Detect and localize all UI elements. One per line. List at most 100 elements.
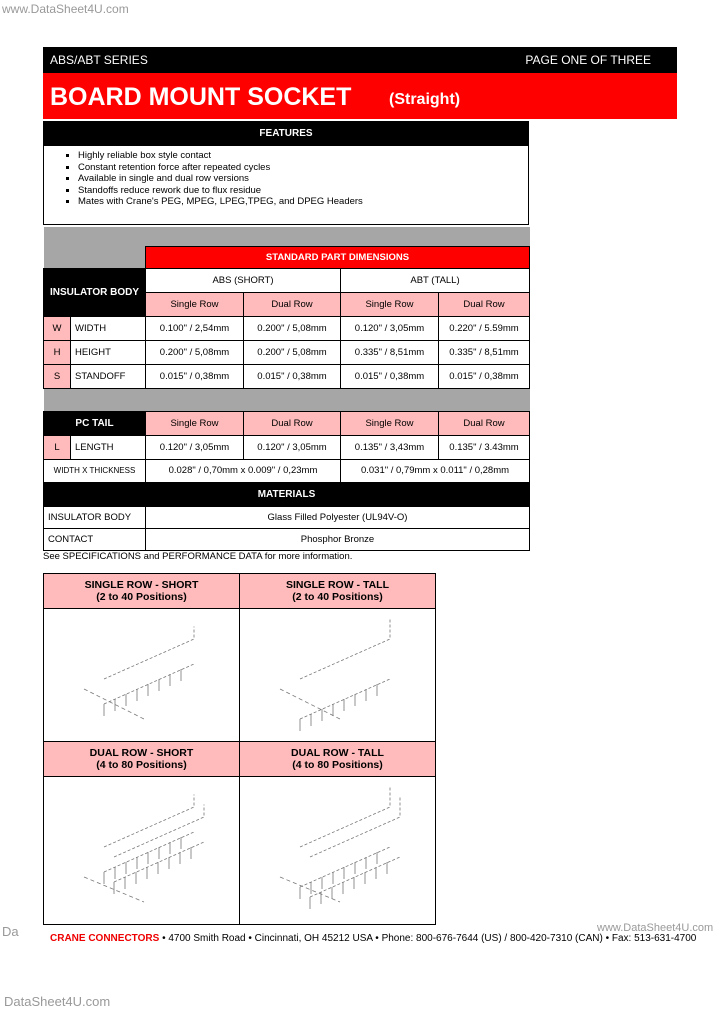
series-bar: ABS/ABT SERIES PAGE ONE OF THREE [43,47,677,73]
variant-positions: (2 to 40 Positions) [292,591,383,603]
cell: 0.100" / 2,54mm [145,315,244,341]
watermark: Da [2,924,19,939]
variant-image [43,608,240,742]
row [43,608,436,742]
cell: 0.015" / 0,38mm [145,363,244,389]
cell: 0.120" / 3,05mm [243,434,341,460]
watermark: www.DataSheet4U.com [2,2,129,16]
spacer [43,246,146,268]
pc-tail-header: PC TAIL [43,410,146,436]
row: W WIDTH 0.100" / 2,54mm 0.200" / 5,08mm 0.12… [43,315,530,341]
drawing [279,619,391,731]
variant-title: SINGLE ROW - TALL [285,579,390,591]
page-number: PAGE ONE OF THREE [525,53,651,67]
group-header: ABS (SHORT) [145,267,341,293]
code: H [43,339,71,365]
insulator-body-header: INSULATOR BODY [43,267,146,317]
cell: 0.200" / 5,08mm [243,339,341,365]
label: STANDOFF [70,363,146,389]
features-box: FEATURES Highly reliable box style conta… [43,121,529,225]
cell: Glass Filled Polyester (UL94V-O) [145,505,530,529]
column-header: Single Row [145,410,244,436]
variant-positions: (2 to 40 Positions) [96,591,187,603]
column-header: Single Row [145,291,244,317]
feature: Standoffs reduce rework due to flux resi… [78,185,528,197]
materials-title: MATERIALS [43,481,530,507]
cell: 0.200" / 5,08mm [145,339,244,365]
watermark: www.DataSheet4U.com [597,922,714,934]
variant-title: SINGLE ROW - SHORT [84,579,199,591]
column-header: Dual Row [438,410,530,436]
drawing [279,787,401,909]
column-header: Dual Row [438,291,530,317]
variant-header: SINGLE ROW - TALL (2 to 40 Positions) [239,573,436,609]
dimensions-table: STANDARD PART DIMENSIONS INSULATOR BODY A… [43,227,530,551]
variant-header: DUAL ROW - TALL (4 to 80 Positions) [239,741,436,777]
row: INSULATOR BODY Glass Filled Polyester (UL… [43,505,530,529]
row: H HEIGHT 0.200" / 5,08mm 0.200" / 5,08mm 0.3… [43,339,530,365]
feature-list: Highly reliable box style contactConstan… [44,150,528,208]
column-header: Single Row [340,291,439,317]
company: CRANE CONNECTORS [50,933,160,944]
row [43,776,436,925]
cell: 0.135" / 3,43mm [340,434,439,460]
variant-title: DUAL ROW - SHORT [89,747,194,759]
features-title: FEATURES [44,122,528,146]
spacer [43,388,530,411]
variant-image [239,608,436,742]
variant-title: DUAL ROW - TALL [291,747,384,759]
label: INSULATOR BODY [43,505,146,529]
code: S [43,363,71,389]
cell: 0.135" / 3.43mm [438,434,530,460]
variant-positions: (4 to 80 Positions) [96,759,187,771]
column-header: Single Row [340,410,439,436]
row: L LENGTH 0.120" / 3,05mm 0.120" / 3,05mm 0.1… [43,434,530,460]
variant-image [43,776,240,925]
address: • 4700 Smith Road • Cincinnati, OH 45212… [162,933,697,944]
label: CONTACT [43,527,146,551]
variants-grid: SINGLE ROW - SHORT (2 to 40 Positions) SIN… [43,573,436,925]
series: ABS/ABT SERIES [50,53,148,67]
column-header: Dual Row [243,410,341,436]
variant-header: DUAL ROW - SHORT (4 to 80 Positions) [43,741,240,777]
row: S STANDOFF 0.015" / 0,38mm 0.015" / 0,38mm 0… [43,363,530,389]
cell: 0.335" / 8,51mm [340,339,439,365]
cell: 0.015" / 0,38mm [243,363,341,389]
variant-positions: (4 to 80 Positions) [292,759,383,771]
variant-header: SINGLE ROW - SHORT (2 to 40 Positions) [43,573,240,609]
title: BOARD MOUNT SOCKET [50,83,352,111]
group-header: ABT (TALL) [340,267,530,293]
row: SINGLE ROW - SHORT (2 to 40 Positions) SIN… [43,573,436,609]
feature: Available in single and dual row version… [78,173,528,185]
cell: 0.031" / 0,79mm x 0.011" / 0,28mm [340,458,530,483]
cell: 0.200" / 5,08mm [243,315,341,341]
drawing [83,626,195,720]
cell: 0.335" / 8,51mm [438,339,530,365]
row: DUAL ROW - SHORT (4 to 80 Positions) DUAL … [43,741,436,777]
cell: Phosphor Bronze [145,527,530,551]
feature: Highly reliable box style contact [78,150,528,162]
title-bar: BOARD MOUNT SOCKET (Straight) [43,73,677,119]
width-thickness-label: WIDTH X THICKNESS [43,458,146,483]
code: L [43,434,71,460]
feature: Mates with Crane's PEG, MPEG, LPEG,TPEG,… [78,196,528,208]
feature: Constant retention force after repeated … [78,162,528,174]
note: See SPECIFICATIONS and PERFORMANCE DATA … [43,551,353,562]
cell: 0.120" / 3,05mm [145,434,244,460]
watermark: DataSheet4U.com [4,994,111,1009]
label: WIDTH [70,315,146,341]
row: CONTACT Phosphor Bronze [43,527,530,551]
cell: 0.220" / 5.59mm [438,315,530,341]
code: W [43,315,71,341]
subtitle: (Straight) [389,91,461,108]
spacer [43,227,530,246]
cell: 0.015" / 0,38mm [340,363,439,389]
cell: 0.028" / 0,70mm x 0.009" / 0,23mm [145,458,341,483]
label: HEIGHT [70,339,146,365]
cell: 0.120" / 3,05mm [340,315,439,341]
column-header: Dual Row [243,291,341,317]
dimensions-title: STANDARD PART DIMENSIONS [145,245,530,269]
label: LENGTH [70,434,146,460]
drawing [83,794,205,903]
